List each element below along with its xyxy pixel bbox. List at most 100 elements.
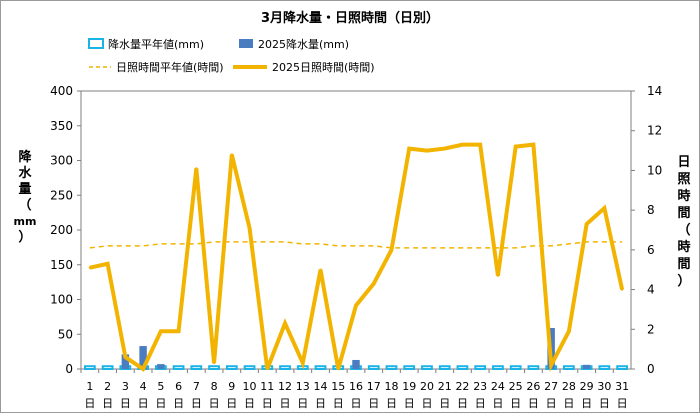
x-axis-tick-suffix: 日 (546, 397, 557, 410)
x-axis-tick-label: 7 (193, 380, 200, 393)
sunshine-2025-point (390, 248, 393, 252)
x-axis-tick-suffix: 日 (226, 397, 237, 410)
normal-rain-bar (598, 365, 611, 371)
x-axis-tick-suffix: 日 (244, 397, 255, 410)
x-axis-tick-label: 30 (597, 380, 611, 393)
legend-label-sunshine-2025: 2025日照時間(時間) (272, 61, 375, 74)
left-axis-label-char: （ (18, 197, 31, 213)
normal-rain-bar (243, 365, 256, 371)
normal-rain-bar (367, 365, 380, 371)
x-axis-tick-label: 11 (260, 380, 274, 393)
left-axis-tick-label: 0 (65, 362, 73, 376)
right-axis-label: 日照時間（時間） (677, 155, 690, 289)
right-axis-label-char: 間 (677, 257, 690, 272)
sunshine-2025-point (88, 266, 92, 269)
x-axis-tick-suffix: 日 (297, 397, 308, 410)
left-axis-label-char: 水 (18, 165, 32, 181)
normal-rain-bar (456, 365, 469, 371)
sunshine-2025-point (301, 361, 304, 365)
x-axis-tick-label: 16 (349, 380, 363, 393)
normal-rain-bar (421, 365, 433, 371)
sunshine-2025-point (106, 262, 109, 265)
x-axis-tick-label: 8 (211, 380, 218, 393)
x-axis-tick-label: 31 (615, 380, 629, 393)
x-axis-tick-suffix: 日 (439, 397, 450, 410)
rain-2025-bar (582, 364, 591, 369)
sunshine-2025-point (532, 143, 535, 146)
x-axis-tick-suffix: 日 (528, 397, 539, 410)
sunshine-2025-point (603, 206, 606, 210)
right-axis-tick-label: 10 (647, 163, 662, 177)
normal-rain-bar (101, 365, 114, 371)
legend-swatch-normal-rain (88, 38, 104, 49)
x-axis: 1日2日3日4日5日6日7日8日9日10日11日12日13日14日15日16日1… (80, 369, 629, 410)
right-axis-tick-label: 6 (647, 243, 655, 257)
x-axis-tick-label: 28 (562, 380, 576, 393)
left-axis-label-char: 降 (18, 149, 32, 165)
x-axis-tick-label: 19 (402, 380, 416, 393)
sunshine-2025-line (88, 142, 625, 373)
sunshine-2025-point (212, 361, 216, 365)
right-axis: 0 2 4 6 8 10 12 14 (631, 84, 662, 376)
x-axis-tick-suffix: 日 (617, 397, 628, 410)
left-axis-tick-label: 350 (50, 119, 73, 133)
rain-2025-bar (352, 359, 360, 369)
sunshine-2025-point (141, 367, 145, 371)
x-axis-tick-suffix: 日 (457, 397, 468, 410)
x-axis-tick-label: 25 (509, 380, 523, 393)
legend-label-normal-rain: 降水量平年値(mm) (108, 37, 204, 51)
normal-rain-bar (225, 365, 238, 371)
x-axis-tick-label: 13 (296, 380, 310, 393)
x-axis-tick-suffix: 日 (191, 397, 202, 410)
right-axis-label-char: 時 (677, 239, 690, 255)
right-axis-label-char: 日 (677, 155, 690, 170)
sunshine-2025-point (425, 149, 429, 152)
sunshine-2025-point (461, 143, 464, 146)
x-axis-tick-label: 22 (455, 380, 469, 393)
sunshine-2025-point (266, 367, 269, 371)
right-axis-label-char: ） (677, 273, 690, 289)
sunshine-2025-point (354, 304, 358, 307)
x-axis-tick-label: 26 (526, 380, 540, 393)
left-axis-tick-label: 200 (50, 223, 73, 237)
x-axis-tick-label: 20 (420, 380, 434, 393)
x-axis-tick-suffix: 日 (368, 397, 379, 410)
normal-rain-bar (83, 365, 96, 371)
x-axis-tick-label: 12 (278, 380, 292, 393)
rain-2025-bar (157, 364, 165, 369)
x-axis-tick-label: 9 (228, 380, 235, 393)
normal-rain-bar (190, 365, 203, 371)
x-axis-tick-suffix: 日 (333, 397, 344, 410)
x-axis-tick-suffix: 日 (581, 397, 592, 410)
sunshine-2025-point (549, 363, 553, 367)
right-axis-label-char: （ (677, 222, 690, 238)
sunshine-2025-point (408, 147, 411, 150)
right-axis-tick-label: 2 (647, 322, 655, 336)
x-axis-tick-suffix: 日 (209, 397, 220, 410)
x-axis-tick-label: 10 (243, 380, 257, 393)
normal-rain-bar (403, 365, 416, 371)
normal-sunshine-polyline (89, 241, 623, 249)
right-axis-tick-label: 12 (647, 124, 662, 138)
right-axis-label-char: 照 (677, 172, 690, 187)
x-axis-tick-label: 24 (491, 380, 505, 393)
right-axis-tick-label: 14 (647, 84, 662, 98)
normal-sunshine-line (89, 241, 623, 249)
normal-rain-bar (172, 365, 185, 371)
x-axis-tick-suffix: 日 (173, 397, 184, 410)
x-axis-tick-suffix: 日 (404, 397, 415, 410)
x-axis-tick-label: 27 (544, 380, 558, 393)
normal-rain-bar (509, 365, 522, 371)
left-axis-label: 降水量（ mm） (14, 149, 37, 245)
sunshine-2025-point (567, 330, 571, 333)
normal-rain-bar (563, 365, 575, 371)
x-axis-tick-suffix: 日 (351, 397, 362, 410)
sunshine-2025-point (496, 274, 500, 277)
left-axis-label-char: ） (18, 229, 31, 245)
right-axis-tick-label: 0 (647, 362, 655, 376)
sunshine-2025-point (230, 153, 234, 156)
rain-2025-bar (139, 346, 147, 369)
left-axis-tick-label: 300 (50, 154, 73, 168)
sunshine-2025-point (443, 147, 446, 150)
